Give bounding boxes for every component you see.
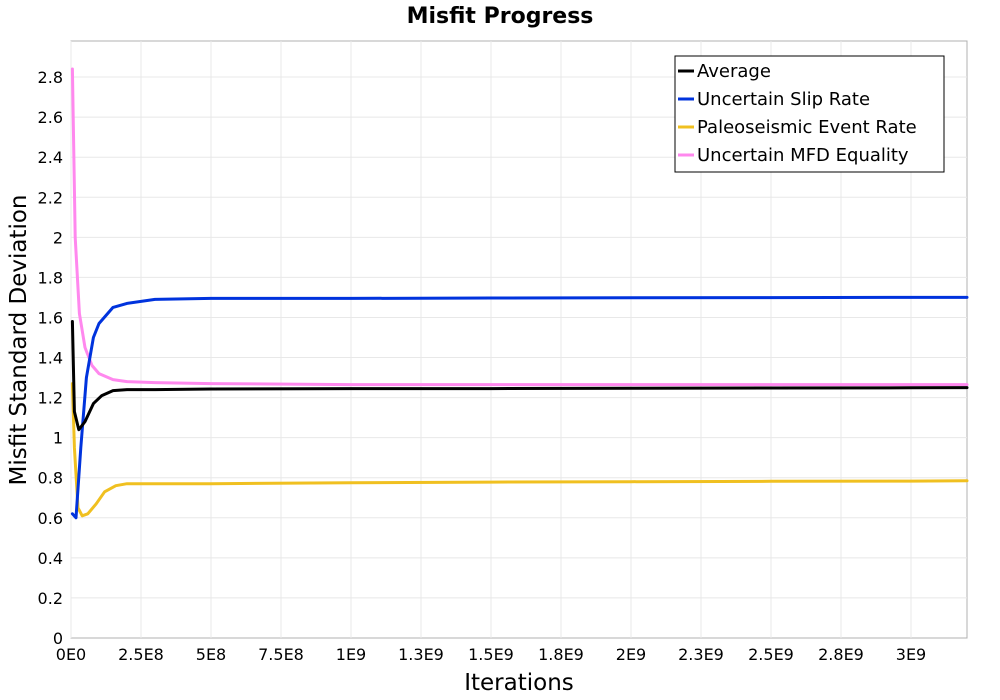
y-tick-label: 1.4	[38, 349, 63, 368]
x-axis-title: Iterations	[464, 670, 574, 696]
series-line-paleoseismic-event-rate	[70, 382, 969, 518]
x-tick-label: 2.5E8	[118, 645, 164, 664]
y-tick-label: 1	[53, 429, 63, 448]
series-line-uncertain-slip-rate	[70, 295, 969, 520]
series-lines	[70, 67, 969, 520]
y-tick-label: 0.4	[38, 549, 63, 568]
x-tick-label: 5E8	[196, 645, 226, 664]
y-tick-label: 0	[53, 629, 63, 648]
y-axis-title: Misfit Standard Deviation	[6, 195, 32, 486]
x-tick-label: 7.5E8	[258, 645, 304, 664]
legend-label-uncertain-slip-rate: Uncertain Slip Rate	[697, 89, 870, 110]
legend-label-average: Average	[697, 61, 771, 82]
y-tick-label: 2.8	[38, 68, 63, 87]
series-line-uncertain-mfd-equality	[70, 67, 969, 387]
x-axis-ticks: 0E0 2.5E8 5E8 7.5E8 1E9 1.3E9 1.5E9 1.8E9 2E9 2.3…	[56, 645, 926, 664]
x-tick-label: 2.5E9	[748, 645, 794, 664]
y-tick-label: 2	[53, 228, 63, 247]
y-tick-label: 2.2	[38, 188, 63, 207]
x-tick-label: 2.3E9	[678, 645, 724, 664]
series-line-average	[70, 320, 969, 432]
y-tick-label: 1.2	[38, 389, 63, 408]
legend-box	[674, 55, 945, 173]
legend-label-paleoseismic-event-rate: Paleoseismic Event Rate	[697, 117, 917, 138]
x-tick-label: 1.8E9	[538, 645, 584, 664]
x-tick-label: 1.3E9	[398, 645, 444, 664]
x-tick-label: 1.5E9	[468, 645, 514, 664]
grid-lines	[70, 41, 967, 638]
y-axis-ticks: 0 0.2 0.4 0.6 0.8 1 1.2 1.4 1.6 1.8 2 2.2 2.4 2.6 2.8	[38, 68, 63, 648]
y-tick-label: 0.2	[38, 589, 63, 608]
legend: Average Uncertain Slip Rate Paleoseismic E…	[674, 55, 945, 173]
x-tick-label: 0E0	[56, 645, 86, 664]
y-tick-label: 1.6	[38, 308, 63, 327]
chart-title: Misfit Progress	[407, 4, 594, 29]
y-tick-label: 1.8	[38, 268, 63, 287]
y-tick-label: 2.6	[38, 108, 63, 127]
y-tick-label: 2.4	[38, 148, 63, 167]
x-tick-label: 2.8E9	[818, 645, 864, 664]
legend-label-uncertain-mfd-equality: Uncertain MFD Equality	[697, 145, 909, 166]
x-tick-label: 2E9	[616, 645, 646, 664]
x-tick-label: 1E9	[336, 645, 366, 664]
x-tick-label: 3E9	[896, 645, 926, 664]
y-tick-label: 0.8	[38, 469, 63, 488]
y-tick-label: 0.6	[38, 509, 63, 528]
